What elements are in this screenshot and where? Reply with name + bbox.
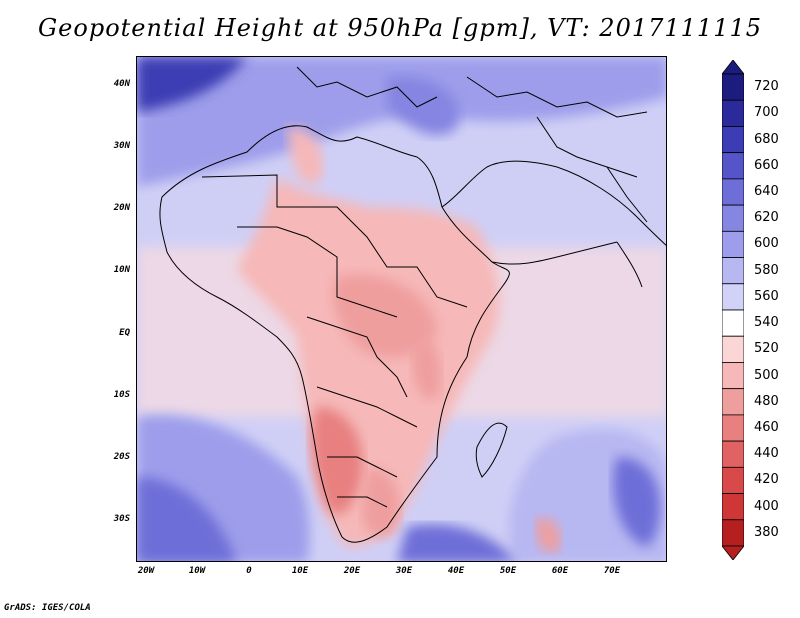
colorbar-segment bbox=[722, 152, 744, 180]
lon-label: 60E bbox=[551, 566, 569, 576]
colorbar-segment bbox=[722, 466, 744, 494]
colorbar-segment bbox=[722, 257, 744, 285]
colorbar-segment bbox=[722, 440, 744, 468]
colorbar-segment bbox=[722, 493, 744, 521]
colorbar bbox=[722, 60, 744, 560]
colorbar-segment bbox=[722, 335, 744, 363]
lat-label: EQ bbox=[119, 328, 130, 338]
colorbar-segment bbox=[722, 99, 744, 127]
colorbar-level-label: 500 bbox=[754, 367, 779, 383]
colorbar-segment bbox=[722, 283, 744, 311]
colorbar-segment bbox=[722, 414, 744, 442]
lon-label: 10E bbox=[291, 566, 309, 576]
map-panel bbox=[136, 56, 667, 562]
colorbar-level-label: 660 bbox=[754, 157, 779, 173]
lat-label: 10N bbox=[113, 265, 130, 275]
colorbar-segment bbox=[722, 362, 744, 390]
colorbar-level-label: 720 bbox=[754, 79, 779, 95]
lat-label: 40N bbox=[113, 79, 130, 89]
colorbar-segment bbox=[722, 126, 744, 154]
colorbar-level-label: 560 bbox=[754, 288, 779, 304]
lon-label: 10W bbox=[188, 566, 206, 576]
colorbar-segment bbox=[722, 73, 744, 101]
colorbar-segment bbox=[722, 519, 744, 547]
colorbar-arrow-top bbox=[722, 60, 744, 75]
lon-label: 0 bbox=[246, 566, 252, 576]
colorbar-level-label: 540 bbox=[754, 315, 779, 331]
colorbar-segment bbox=[722, 204, 744, 232]
colorbar-level-label: 680 bbox=[754, 131, 779, 147]
lat-label: 30S bbox=[113, 514, 130, 524]
colorbar-arrow-bottom bbox=[722, 545, 744, 560]
colorbar-level-label: 700 bbox=[754, 105, 779, 121]
lat-label: 10S bbox=[113, 390, 130, 400]
lat-label: 30N bbox=[113, 141, 130, 151]
lon-label: 20W bbox=[137, 566, 155, 576]
colorbar-level-label: 520 bbox=[754, 341, 779, 357]
colorbar-level-label: 400 bbox=[754, 498, 779, 514]
colorbar-level-label: 380 bbox=[754, 524, 779, 540]
geopotential-field bbox=[137, 57, 666, 561]
colorbar-level-label: 440 bbox=[754, 446, 779, 462]
colorbar-level-label: 620 bbox=[754, 210, 779, 226]
colorbar-level-label: 640 bbox=[754, 184, 779, 199]
colorbar-level-label: 460 bbox=[754, 420, 779, 435]
colorbar-level-label: 480 bbox=[754, 393, 779, 409]
chart-title: Geopotential Height at 950hPa [gpm], VT:… bbox=[38, 14, 762, 42]
colorbar-level-label: 420 bbox=[754, 472, 779, 488]
colorbar-level-label: 580 bbox=[754, 262, 779, 278]
lat-label: 20S bbox=[113, 452, 130, 462]
lat-label: 20N bbox=[113, 203, 130, 213]
lon-label: 40E bbox=[447, 566, 465, 576]
lon-label: 50E bbox=[499, 566, 517, 576]
lon-label: 20E bbox=[343, 566, 361, 576]
grads-credit: GrADS: IGES/COLA bbox=[4, 603, 91, 613]
lon-label: 30E bbox=[395, 566, 413, 576]
colorbar-segment bbox=[722, 309, 744, 337]
lon-label: 70E bbox=[603, 566, 621, 576]
colorbar-segment bbox=[722, 178, 744, 206]
colorbar-segment bbox=[722, 388, 744, 416]
colorbar-level-label: 600 bbox=[754, 236, 779, 252]
colorbar-segment bbox=[722, 230, 744, 258]
